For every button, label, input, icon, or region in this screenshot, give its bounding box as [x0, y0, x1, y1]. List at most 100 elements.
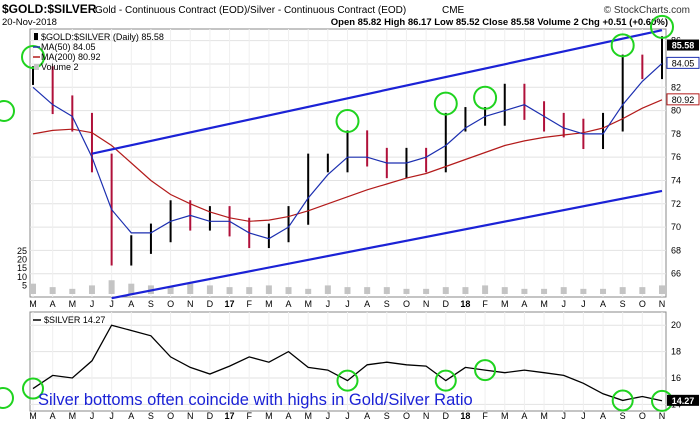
silver-x-tick-2017-02: F: [246, 411, 252, 421]
x-tick-2016-07: J: [109, 299, 114, 309]
main-legend: $GOLD:$SILVER (Daily) 85.58 MA(50) 84.05…: [33, 32, 164, 72]
ratio-high-circle-2018-09: [610, 33, 635, 58]
x-tick-2018-10: O: [639, 299, 646, 309]
edge-highlight-circle-lower: [0, 387, 14, 409]
ratio-high-circle-2017-12: [433, 91, 458, 116]
ma50-price-tag: 84.05: [666, 56, 700, 69]
x-tick-2016-08: A: [128, 299, 134, 309]
x-tick-2017-01: 17: [225, 299, 235, 309]
silver-y-tick-16: 16: [671, 373, 681, 383]
stockcharts-credit: © StockCharts.com: [604, 5, 690, 16]
legend-swatch-volume: [34, 64, 39, 70]
volume-bar-2017-03: [265, 285, 272, 294]
volume-bar-2017-04: [285, 287, 292, 294]
volume-bar-2017-06: [324, 285, 331, 294]
silver-low-circle-2016-03: [22, 377, 44, 400]
silver-x-tick-2017-04: A: [286, 411, 292, 421]
ma50-tag-box: [666, 56, 700, 69]
volume-tick-15: 15: [17, 263, 27, 273]
x-tick-2016-10: O: [167, 299, 174, 309]
y-tick-68: 68: [671, 245, 681, 255]
volume-bar-2018-06: [560, 287, 567, 294]
legend-ma200: MA(200) 80.92: [41, 52, 101, 62]
silver-x-tick-2018-08: A: [600, 411, 606, 421]
x-tick-2018-03: M: [501, 299, 509, 309]
silver-x-tick-2018-04: A: [521, 411, 527, 421]
silver-x-tick-2017-05: M: [304, 411, 312, 421]
volume-bar-2016-07: [108, 280, 115, 294]
volume-bar-2018-04: [521, 288, 528, 294]
y-tick-80: 80: [671, 106, 681, 116]
ratio-high-circle-2018-02: [473, 85, 498, 110]
x-tick-2018-05: M: [540, 299, 548, 309]
y-tick-78: 78: [671, 129, 681, 139]
silver-x-tick-2017-01: 17: [225, 411, 235, 421]
volume-bar-2018-02: [482, 285, 489, 294]
volume-bar-2018-05: [541, 288, 548, 294]
x-tick-2016-06: J: [90, 299, 95, 309]
ma200-price-tag: 80.92: [666, 93, 700, 106]
silver-x-tick-2017-11: N: [423, 411, 430, 421]
volume-bar-2017-07: [344, 287, 351, 294]
edge-highlight-circle-upper: [0, 100, 15, 122]
ratio-high-circles: [21, 14, 674, 134]
ma200-line: [32, 99, 663, 222]
silver-x-tick-2018-07: J: [581, 411, 586, 421]
symbol-description: Gold - Continuous Contract (EOD)/Silver …: [95, 5, 406, 16]
y-tick-72: 72: [671, 199, 681, 209]
silver-x-tick-2018-05: M: [540, 411, 548, 421]
silver-last-price-tag: 14.27: [667, 394, 699, 406]
silver-x-tick-2018-10: O: [639, 411, 646, 421]
volume-bar-2016-11: [187, 283, 194, 294]
x-tick-2018-02: F: [482, 299, 488, 309]
x-tick-2016-04: A: [50, 299, 56, 309]
silver-x-tick-2016-09: S: [148, 411, 154, 421]
silver-x-tick-2016-05: M: [69, 411, 77, 421]
x-tick-2016-03: M: [29, 299, 37, 309]
silver-x-tick-2016-07: J: [109, 411, 114, 421]
silver-x-tick-2018-11: N: [659, 411, 666, 421]
silver-grid: [30, 312, 666, 411]
y-tick-82: 82: [671, 82, 681, 92]
silver-last-price-box: [667, 394, 699, 406]
volume-bar-2016-08: [128, 283, 135, 294]
x-tick-2018-08: A: [600, 299, 606, 309]
silver-low-circles: [22, 359, 673, 412]
volume-bar-2017-10: [403, 288, 410, 294]
x-tick-2017-11: N: [423, 299, 430, 309]
volume-bar-2016-12: [206, 285, 213, 294]
x-tick-2016-11: N: [187, 299, 194, 309]
x-tick-2018-11: N: [659, 299, 666, 309]
annotation-text: Silver bottoms often coincide with highs…: [38, 391, 473, 409]
volume-bar-2016-10: [167, 287, 174, 294]
volume-tick-5: 5: [22, 280, 27, 290]
volume-bar-2017-11: [423, 288, 430, 294]
silver-x-tick-2017-09: S: [384, 411, 390, 421]
silver-last-price-value: 14.27: [672, 396, 695, 406]
volume-tick-10: 10: [17, 272, 27, 282]
y-tick-76: 76: [671, 152, 681, 162]
volume-bar-2018-01: [462, 287, 469, 294]
ratio-high-circle-2018-11: [650, 14, 674, 39]
silver-low-circle-2017-12: [434, 369, 457, 392]
volume-tick-20: 20: [17, 255, 27, 265]
x-tick-2017-07: J: [345, 299, 350, 309]
silver-x-tick-2018-09: S: [620, 411, 626, 421]
volume-bar-2016-06: [88, 285, 95, 294]
volume-bar-2016-05: [69, 288, 76, 294]
x-tick-2017-12: D: [443, 299, 450, 309]
legend-ratio: $GOLD:$SILVER (Daily) 85.58: [41, 32, 164, 42]
y-tick-66: 66: [671, 269, 681, 279]
silver-x-tick-2017-07: J: [345, 411, 350, 421]
ohlc-summary: Open 85.82 High 86.17 Low 85.52 Close 85…: [331, 17, 668, 28]
ma200-tag-value: 80.92: [672, 95, 695, 105]
x-tick-2018-04: A: [521, 299, 527, 309]
silver-x-tick-2017-03: M: [265, 411, 273, 421]
silver-low-circle-2017-07: [336, 369, 359, 392]
main-x-axis: M A M J J A S O N D 17 F M A M J J A S O N D 18 F M A M J J A S O N: [29, 299, 665, 309]
silver-x-tick-2018-03: M: [501, 411, 509, 421]
volume-tick-25: 25: [17, 246, 27, 256]
symbol-title: $GOLD:$SILVER: [2, 2, 97, 16]
